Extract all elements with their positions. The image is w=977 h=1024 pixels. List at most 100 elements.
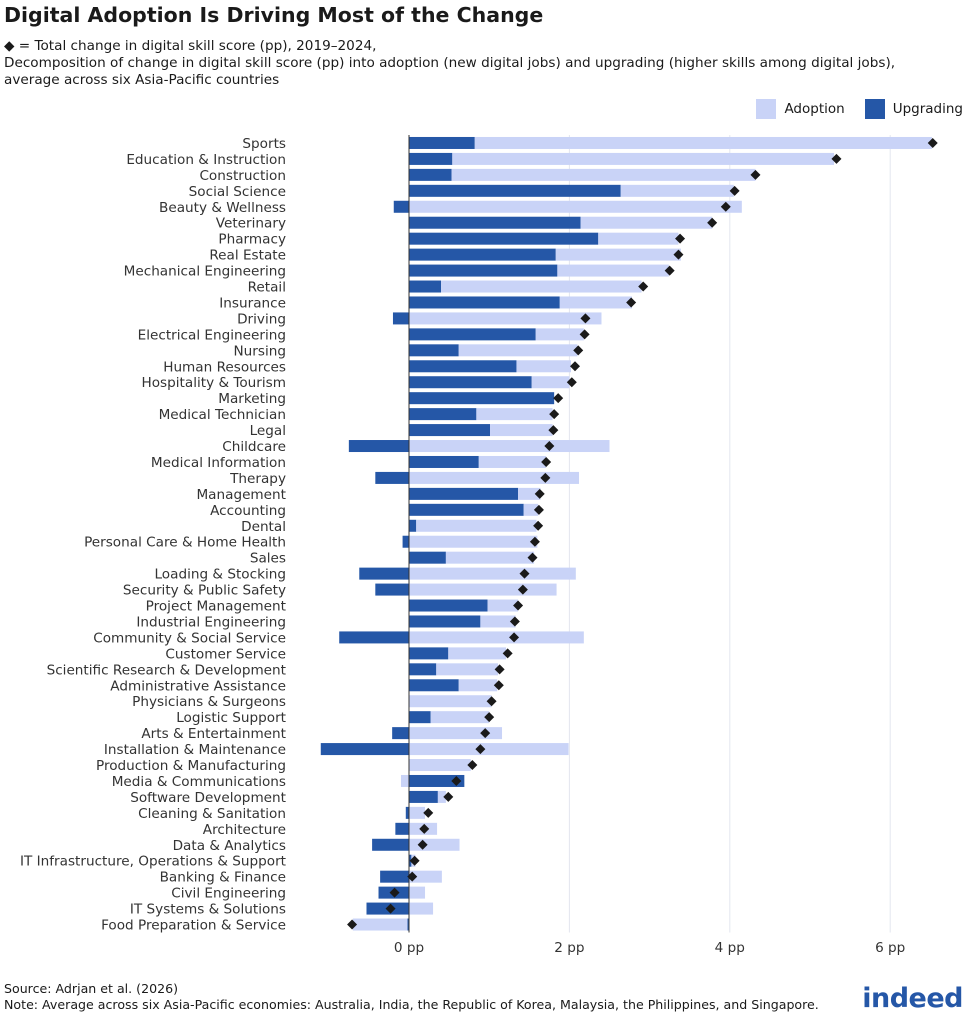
bar-upgrading — [395, 822, 409, 835]
category-label: Pharmacy — [218, 232, 286, 248]
bar-adoption — [409, 312, 602, 325]
bar-upgrading — [402, 535, 409, 548]
category-label: Security & Public Safety — [123, 583, 286, 599]
category-label: Medical Technician — [159, 407, 286, 423]
bar-upgrading — [409, 663, 437, 676]
bar-adoption — [409, 440, 610, 453]
subtitle-line-2: Decomposition of change in digital skill… — [4, 55, 896, 71]
bar-upgrading — [409, 328, 536, 341]
bar-upgrading — [409, 599, 488, 612]
total-change-marker — [675, 233, 686, 244]
category-label: Social Science — [189, 184, 286, 200]
bar-adoption — [518, 487, 541, 500]
legend-swatch-upgrading — [864, 99, 885, 119]
bar-adoption — [436, 663, 499, 676]
bar-adoption — [430, 711, 490, 724]
bar-adoption — [416, 519, 537, 532]
bar-adoption — [487, 599, 519, 612]
bar-adoption — [409, 695, 492, 708]
total-change-marker — [529, 536, 540, 547]
bar-upgrading — [380, 870, 409, 883]
bar-upgrading — [392, 727, 409, 740]
total-change-marker — [475, 744, 486, 755]
total-change-marker — [553, 393, 564, 404]
total-change-marker — [549, 409, 560, 420]
bar-upgrading — [375, 583, 409, 596]
total-change-marker — [519, 568, 530, 579]
total-change-marker — [494, 664, 505, 675]
bar-adoption — [531, 376, 570, 389]
x-tick-label: 4 pp — [715, 940, 745, 956]
category-label: Education & Instruction — [126, 152, 286, 168]
category-label: Cleaning & Sanitation — [138, 806, 286, 822]
bar-adoption — [409, 743, 569, 756]
category-label: Banking & Finance — [160, 870, 286, 886]
category-label: Dental — [241, 519, 286, 535]
category-label: Physicians & Surgeons — [132, 694, 286, 710]
total-change-marker — [579, 329, 590, 340]
category-label: Accounting — [210, 503, 286, 519]
chart-subtitle: ◆ = Total change in digital skill score … — [4, 38, 895, 89]
bar-upgrading — [409, 790, 438, 803]
category-label: Scientific Research & Development — [47, 662, 286, 678]
bar-adoption — [409, 200, 742, 213]
bar-adoption — [480, 615, 516, 628]
category-label: Installation & Maintenance — [104, 742, 286, 758]
bar-upgrading — [407, 918, 409, 931]
bar-upgrading — [409, 360, 517, 373]
source-note: Source: Adrjan et al. (2026) — [4, 981, 179, 996]
total-change-marker — [502, 648, 513, 659]
bar-adoption — [580, 216, 713, 229]
bar-adoption — [458, 679, 498, 692]
total-change-marker — [509, 616, 520, 627]
bar-adoption — [352, 918, 408, 931]
bar-upgrading — [409, 424, 491, 437]
bar-upgrading — [409, 248, 556, 261]
category-label: Nursing — [234, 343, 286, 359]
category-label: IT Infrastructure, Operations & Support — [20, 854, 286, 870]
bar-upgrading — [409, 280, 442, 293]
total-change-marker — [407, 871, 418, 882]
bar-upgrading — [409, 232, 599, 245]
category-label: Management — [196, 487, 286, 503]
total-change-marker — [548, 425, 559, 436]
bar-upgrading — [409, 487, 519, 500]
total-change-marker — [638, 281, 649, 292]
total-change-marker — [573, 345, 584, 356]
total-change-marker — [484, 712, 495, 723]
indeed-logo: indeed — [862, 983, 963, 1014]
legend-swatch-adoption — [756, 99, 777, 119]
bar-adoption — [409, 567, 576, 580]
chart-title: Digital Adoption Is Driving Most of the … — [4, 3, 544, 27]
bar-upgrading — [409, 774, 465, 787]
total-change-marker — [423, 807, 434, 818]
total-change-marker — [533, 504, 544, 515]
total-change-marker — [509, 632, 520, 643]
total-change-marker — [673, 249, 684, 260]
x-tick-label: 2 pp — [554, 940, 584, 956]
footnote: Note: Average across six Asia-Pacific ec… — [4, 997, 819, 1012]
bar-adoption — [409, 902, 434, 915]
total-change-marker — [533, 520, 544, 531]
category-label: Loading & Stocking — [154, 567, 286, 583]
chart-footer: Source: Adrjan et al. (2026) Note: Avera… — [4, 981, 819, 1013]
legend-item-adoption: Adoption — [756, 99, 845, 119]
category-label: Retail — [248, 280, 286, 296]
x-tick-label: 0 pp — [394, 940, 424, 956]
bar-upgrading — [409, 455, 479, 468]
category-label: Community & Social Service — [93, 630, 286, 646]
bar-upgrading — [359, 567, 409, 580]
bar-upgrading — [409, 647, 449, 660]
bar-adoption — [452, 152, 835, 165]
bar-adoption — [437, 790, 446, 803]
total-change-marker — [729, 185, 740, 196]
total-change-marker — [534, 488, 545, 499]
bar-adoption — [409, 806, 426, 819]
subtitle-line-3: average across six Asia-Pacific countrie… — [4, 72, 280, 88]
bar-adoption — [451, 168, 756, 181]
bar-upgrading — [409, 344, 459, 357]
bar-upgrading — [409, 503, 524, 516]
bar-adoption — [409, 631, 584, 644]
bar-upgrading — [405, 806, 409, 819]
total-change-marker — [566, 377, 577, 388]
